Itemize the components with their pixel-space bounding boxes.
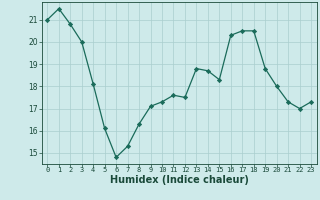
X-axis label: Humidex (Indice chaleur): Humidex (Indice chaleur) xyxy=(110,175,249,185)
